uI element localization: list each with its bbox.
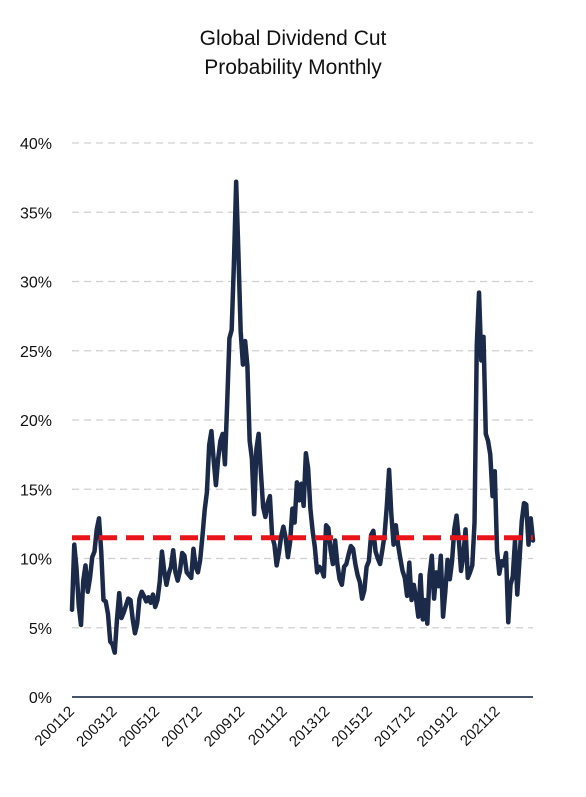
y-tick-label: 5% xyxy=(29,621,52,638)
series-line xyxy=(69,179,536,655)
y-tick-label: 40% xyxy=(20,136,52,153)
x-tick-label: 200312 xyxy=(73,703,120,750)
x-tick-label: 201312 xyxy=(286,703,333,750)
x-tick-label: 201712 xyxy=(371,703,418,750)
y-tick-label: 35% xyxy=(20,205,52,222)
x-axis-tick-labels: 2001122003122005122007122009122011122013… xyxy=(31,703,503,750)
y-tick-label: 10% xyxy=(20,552,52,569)
series-layer xyxy=(69,179,536,655)
x-tick-label: 200712 xyxy=(158,703,205,750)
chart-title-line-2: Probability Monthly xyxy=(204,56,382,79)
x-tick-label: 201512 xyxy=(328,703,375,750)
x-tick-label: 202112 xyxy=(457,703,504,750)
y-tick-label: 20% xyxy=(20,413,52,430)
y-tick-label: 25% xyxy=(20,344,52,361)
chart-title-line-1: Global Dividend Cut xyxy=(199,27,387,50)
gridlines xyxy=(72,142,533,629)
y-tick-label: 30% xyxy=(20,275,52,292)
x-tick-label: 201912 xyxy=(414,703,461,750)
x-tick-label: 200512 xyxy=(116,703,163,750)
y-tick-label: 0% xyxy=(29,690,52,707)
x-tick-label: 201112 xyxy=(245,703,291,749)
x-tick-label: 200912 xyxy=(201,703,248,750)
x-tick-label: 200112 xyxy=(31,703,78,750)
y-axis-tick-labels: 0% 5% 10% 15% 20% 25% 30% 35% 40% xyxy=(20,136,52,707)
y-tick-label: 15% xyxy=(20,482,52,499)
